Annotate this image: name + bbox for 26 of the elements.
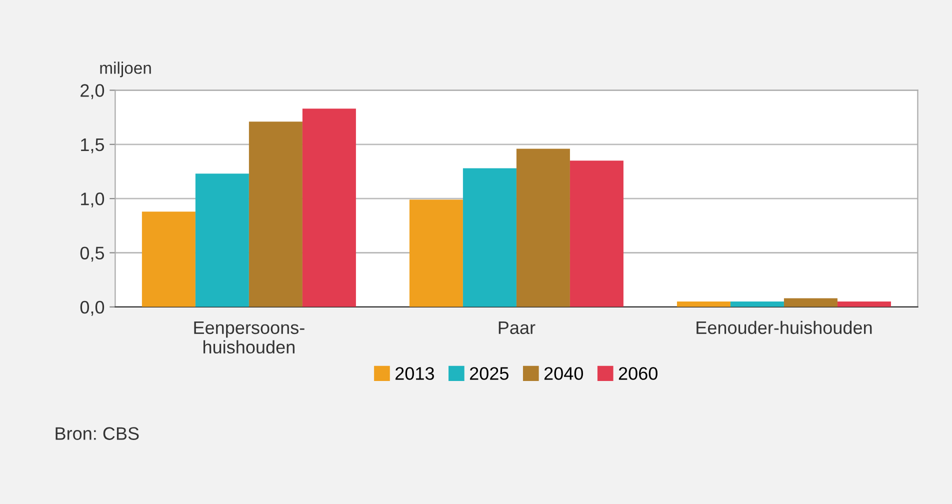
x-tick-label: Eenpersoons- huishouden [194,321,304,354]
bar [462,168,516,307]
bar [195,174,249,307]
bar [837,302,891,307]
bar [676,302,730,307]
y-tick-label: 0,0 [80,300,104,316]
y-tick-label: 0,5 [80,246,104,262]
x-tick-label: Eenouder-huishouden [696,320,872,334]
y-tick-label: 1,0 [81,192,104,208]
bar [142,212,196,307]
x-tick-label: Paar [498,321,536,334]
bar [409,200,463,307]
y-tick-label: 2,0 [80,84,104,100]
legend-label: 2060 [618,367,658,380]
bar [302,108,356,307]
bar [784,298,838,307]
bar [570,160,624,307]
legend-label: 2013 [396,367,434,380]
bar [516,148,570,307]
bar [730,302,784,307]
y-tick-label: 1,5 [81,138,104,154]
legend-label: 2025 [470,367,508,380]
text: Bron: CBS [56,427,139,440]
y-axis-title: miljoen [100,62,151,78]
legend-label: 2040 [544,367,584,380]
bar [248,122,302,307]
